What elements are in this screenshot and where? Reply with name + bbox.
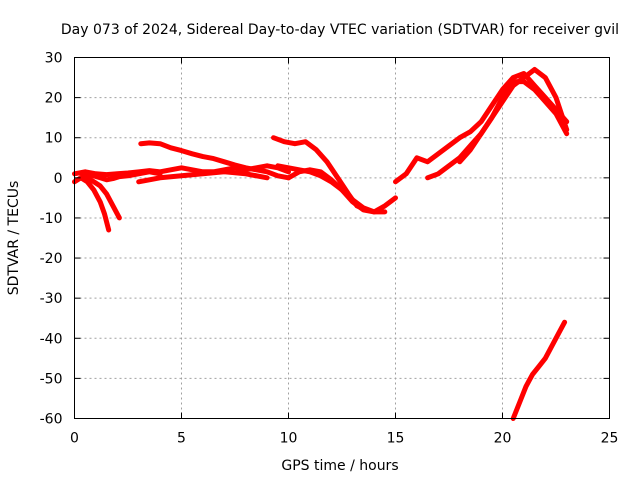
axes-ticks: 0 5 10 15 20 25 -60 -50 -40 -30 -20 -10 0 10 20 30 bbox=[40, 51, 619, 447]
series-line-track-m bbox=[510, 319, 568, 421]
series-line-track-l bbox=[457, 79, 570, 165]
series-line-track-f bbox=[138, 140, 291, 181]
series-line-track-b bbox=[78, 175, 112, 233]
series-group bbox=[72, 67, 570, 421]
y-tick-label: 0 bbox=[54, 171, 63, 187]
y-tick-label: 10 bbox=[45, 131, 63, 147]
series-line-track-e bbox=[136, 169, 270, 185]
x-tick-label: 20 bbox=[494, 431, 512, 447]
chart-title: Day 073 of 2024, Sidereal Day-to-day VTE… bbox=[61, 22, 619, 38]
y-tick-label: -30 bbox=[40, 291, 63, 307]
y-tick-label: -20 bbox=[40, 251, 63, 267]
y-tick-label: -60 bbox=[40, 412, 63, 428]
y-axis-label: SDTVAR / TECUs bbox=[6, 181, 22, 296]
x-tick-label: 10 bbox=[280, 431, 298, 447]
series-line-track-k bbox=[425, 67, 570, 181]
x-tick-label: 25 bbox=[601, 431, 619, 447]
y-tick-label: 20 bbox=[45, 91, 63, 107]
y-tick-label: -40 bbox=[40, 331, 63, 347]
x-axis-label: GPS time / hours bbox=[281, 458, 398, 474]
grid bbox=[74, 57, 610, 419]
x-tick-label: 5 bbox=[177, 431, 186, 447]
series-line-track-i bbox=[275, 163, 388, 215]
x-tick-label: 0 bbox=[70, 431, 79, 447]
x-tick-label: 15 bbox=[387, 431, 405, 447]
series-line-track-j bbox=[393, 71, 570, 185]
y-tick-label: -50 bbox=[40, 371, 63, 387]
y-tick-label: 30 bbox=[45, 51, 63, 67]
plot-frame bbox=[74, 57, 610, 419]
y-tick-label: -10 bbox=[40, 211, 63, 227]
series-line-track-c bbox=[84, 175, 122, 221]
